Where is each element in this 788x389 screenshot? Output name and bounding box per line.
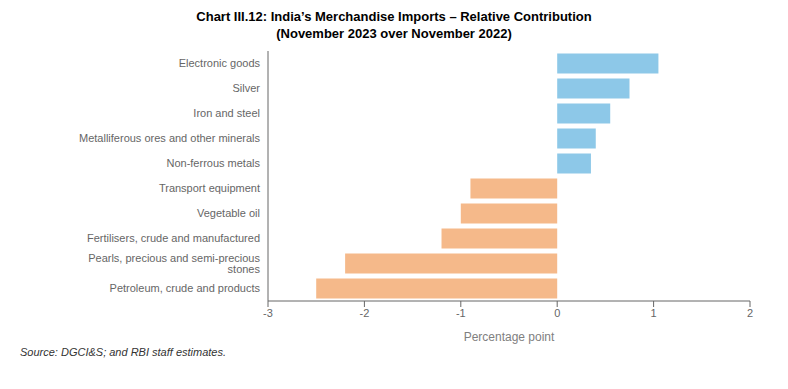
html-text:Chart III.12: India’s Merchand: Chart III.12: India’s Merchandise Import… xyxy=(196,9,592,24)
svg-text:0: 0 xyxy=(554,307,560,319)
svg-text:Pearls, precious and semi-prec: Pearls, precious and semi-preciousstones xyxy=(88,252,260,275)
svg-text:Silver: Silver xyxy=(232,82,260,94)
svg-text:Electronic goods: Electronic goods xyxy=(179,57,261,69)
svg-text:-3: -3 xyxy=(263,307,273,319)
svg-text:Petroleum, crude and products: Petroleum, crude and products xyxy=(110,282,261,294)
svg-text:Iron and steel: Iron and steel xyxy=(193,107,260,119)
svg-text:Transport equipment: Transport equipment xyxy=(159,182,260,194)
svg-text:Vegetable oil: Vegetable oil xyxy=(197,207,260,219)
svg-text:Fertilisers, crude and manufac: Fertilisers, crude and manufactured xyxy=(87,232,260,244)
svg-text:1: 1 xyxy=(651,307,657,319)
svg-text:Percentage point: Percentage point xyxy=(464,330,555,344)
html-text:(November 2023 over November 2: (November 2023 over November 2022) xyxy=(276,26,512,41)
svg-text:Metalliferous ores and other m: Metalliferous ores and other minerals xyxy=(79,132,260,144)
svg-text:2: 2 xyxy=(747,307,753,319)
svg-text:-1: -1 xyxy=(456,307,466,319)
svg-text:Non-ferrous metals: Non-ferrous metals xyxy=(166,157,260,169)
svg-text:-2: -2 xyxy=(360,307,370,319)
html-text:Source: DGCI&S; and RBI staff: Source: DGCI&S; and RBI staff estimates. xyxy=(20,346,226,358)
